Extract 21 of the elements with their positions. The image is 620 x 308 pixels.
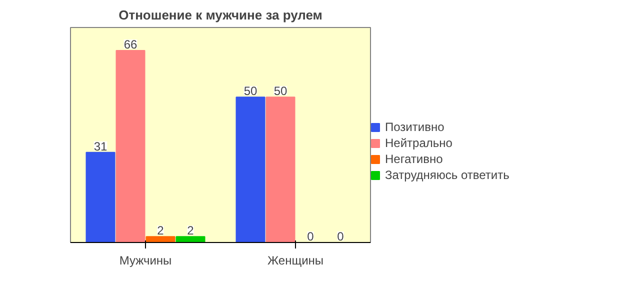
bar	[116, 50, 146, 242]
legend-label: Позитивно	[385, 120, 444, 134]
data-label: 2	[157, 224, 164, 238]
x-tick-label: Мужчины	[119, 254, 172, 268]
bar	[266, 96, 296, 242]
legend-label: Негативно	[385, 152, 443, 166]
legend-label: Нейтрально	[385, 136, 452, 150]
bar	[86, 152, 116, 242]
legend-label: Затрудняюсь ответить	[385, 168, 510, 182]
data-label: 50	[274, 84, 288, 98]
data-label: 31	[94, 139, 108, 154]
data-label: 0	[337, 230, 344, 244]
bar	[176, 236, 206, 242]
bar	[236, 96, 266, 242]
data-label: 0	[307, 230, 314, 244]
data-label: 50	[244, 84, 258, 98]
data-label: 2	[187, 224, 194, 238]
x-tick-label: Женщины	[267, 254, 324, 268]
chart-title: Отношение к мужчине за рулем	[118, 8, 322, 22]
data-label: 66	[124, 38, 138, 52]
bar	[146, 236, 176, 242]
